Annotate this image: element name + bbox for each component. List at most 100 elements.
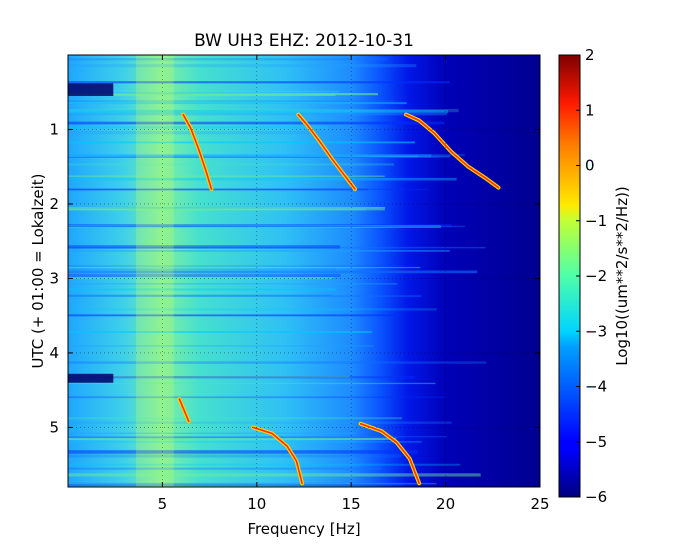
- stripe: [68, 188, 430, 190]
- stripe: [68, 207, 385, 211]
- stripe: [68, 437, 397, 440]
- stripe: [68, 90, 339, 93]
- colorbar-tick-label: −5: [585, 433, 607, 451]
- colorbar-tick-label: −1: [585, 212, 607, 230]
- stripe: [68, 288, 337, 291]
- stripe: [68, 100, 395, 102]
- tonal-track-core: [178, 398, 190, 423]
- stripe: [68, 396, 445, 399]
- colorbar-tick-label: −3: [585, 322, 607, 340]
- grid-lines: [68, 55, 540, 487]
- stripe: [68, 110, 448, 114]
- stripe: [68, 432, 356, 434]
- stripe: [68, 154, 465, 156]
- stripe: [68, 64, 417, 68]
- stripe: [68, 454, 402, 458]
- stripe: [68, 207, 381, 209]
- y-tick-label: 5: [49, 418, 59, 436]
- stripe: [68, 141, 415, 144]
- stripe: [68, 441, 422, 443]
- stripe: [68, 467, 382, 470]
- stripe: [68, 266, 421, 269]
- y-axis-label: UTC (+ 01:00 = Lokalzeit): [29, 173, 47, 368]
- colorbar-axis: −6 −5 −4 −3 −2 −1 0 1 2: [576, 46, 607, 506]
- stripe: [68, 208, 366, 211]
- stripe: [68, 245, 341, 249]
- stripe: [68, 206, 386, 209]
- stripe: [68, 112, 448, 116]
- colorbar-tick-label: −4: [585, 378, 607, 396]
- colorbar-label: Log10((um**2/s**2/Hz)): [613, 186, 631, 366]
- colorbar-tick-label: 1: [585, 101, 595, 119]
- stripe: [68, 121, 445, 125]
- tonal-track-core: [297, 113, 356, 190]
- stripe: [68, 417, 403, 420]
- stripe: [68, 177, 457, 181]
- chart-title: BW UH3 EHZ: 2012-10-31: [194, 31, 414, 51]
- stripe: [68, 265, 404, 267]
- x-tick-label: 10: [247, 495, 266, 513]
- colorbar-tick-label: 0: [585, 157, 595, 175]
- x-axis-label: Frequency [Hz]: [247, 520, 360, 538]
- tonal-track-core: [182, 113, 213, 190]
- stripe: [68, 270, 478, 274]
- quiet-band: [68, 373, 114, 383]
- y-tick-label: 1: [49, 120, 59, 138]
- y-tick-label: 2: [49, 195, 59, 213]
- stripe: [68, 155, 450, 158]
- stripe: [68, 361, 487, 364]
- bright-band: [135, 55, 174, 487]
- stripe: [68, 436, 447, 438]
- tonal-track-core: [252, 426, 303, 485]
- colorbar-tick-label: −2: [585, 267, 607, 285]
- quiet-bands: [68, 83, 114, 383]
- stripe: [68, 93, 378, 96]
- tonal-tracks: [177, 112, 501, 486]
- stripe: [68, 273, 341, 277]
- quiet-band: [68, 83, 114, 96]
- y-tick-label: 4: [49, 344, 59, 362]
- colorbar-tick-label: 2: [585, 46, 595, 64]
- x-tick-label: 20: [436, 495, 455, 513]
- spectrogram-stripes: [68, 55, 487, 487]
- stripe: [68, 308, 437, 311]
- plot-frame: [67, 54, 541, 488]
- stripe: [68, 109, 459, 113]
- stripe: [68, 246, 486, 249]
- plot-area: [68, 55, 540, 487]
- x-axis: 5 10 15 20 25: [158, 55, 550, 513]
- stripe: [68, 225, 465, 228]
- tonal-track-core: [405, 113, 500, 189]
- tonal-track-core: [359, 422, 421, 485]
- stripe: [68, 482, 403, 487]
- stripe: [68, 58, 387, 61]
- stripe: [68, 473, 481, 477]
- stripe: [68, 376, 350, 378]
- stripe: [68, 295, 422, 297]
- stripe: [68, 155, 418, 158]
- stripe: [68, 131, 336, 135]
- colorbar-tick-label: −6: [585, 488, 607, 506]
- stripe: [68, 450, 418, 454]
- x-tick-label: 15: [342, 495, 361, 513]
- y-tick-label: 3: [49, 269, 59, 287]
- stripe: [68, 175, 385, 178]
- stripe: [68, 421, 452, 424]
- stripe: [68, 345, 374, 347]
- stripe: [68, 81, 451, 84]
- stripe: [68, 250, 450, 252]
- stripe: [68, 126, 328, 129]
- stripe: [68, 154, 432, 158]
- stripe: [68, 314, 401, 317]
- stripe: [68, 438, 385, 441]
- stripe: [68, 268, 337, 271]
- stripe: [68, 376, 415, 379]
- stripe: [68, 163, 394, 166]
- stripe: [68, 224, 452, 228]
- x-tick-label: 5: [158, 495, 168, 513]
- stripe: [68, 188, 368, 191]
- x-tick-label: 25: [530, 495, 549, 513]
- stripe: [68, 283, 398, 285]
- stripe: [68, 382, 436, 385]
